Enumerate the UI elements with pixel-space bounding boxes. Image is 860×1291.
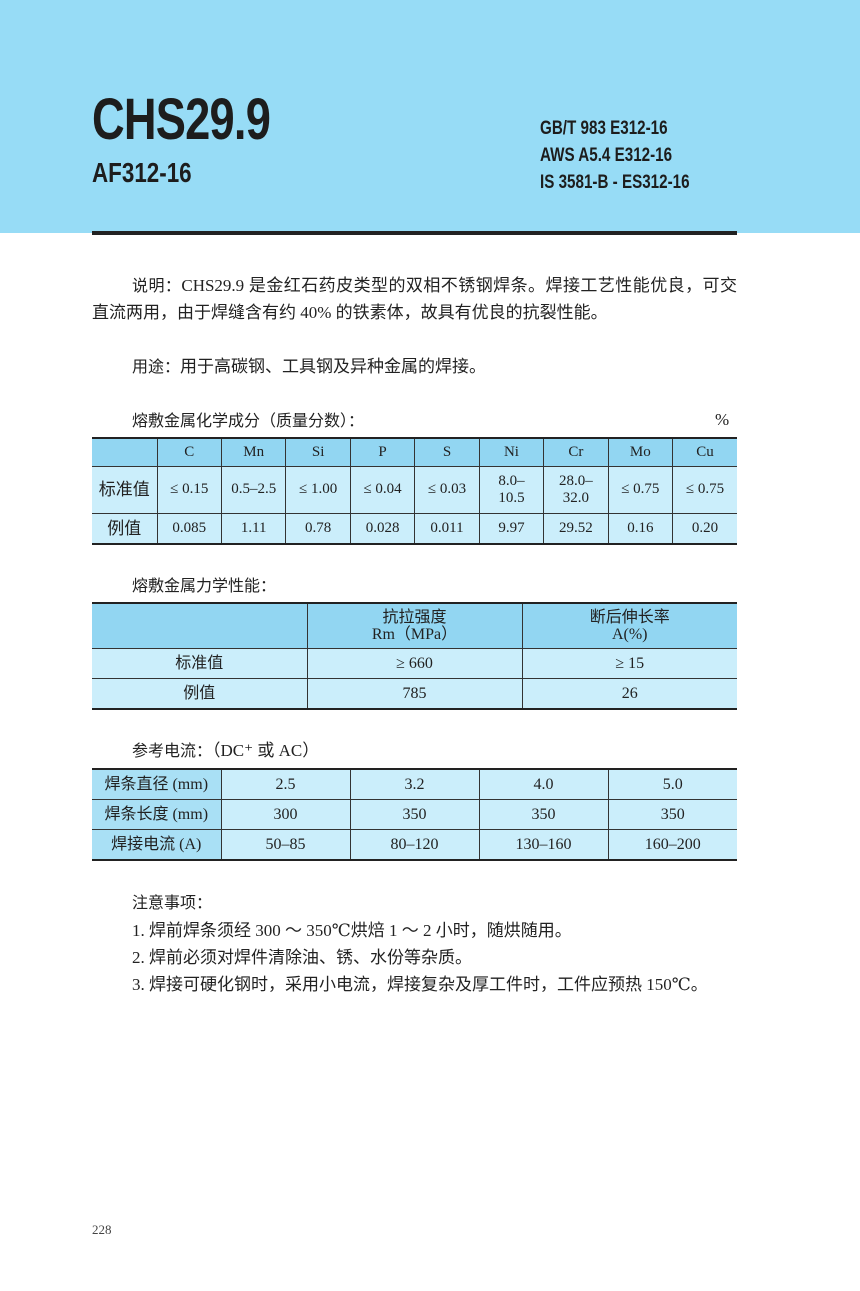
header-cell [92, 437, 158, 467]
table-row: 焊条直径 (mm) 2.5 3.2 4.0 5.0 [92, 768, 737, 800]
table-header-row: C Mn Si P S Ni Cr Mo Cu [92, 437, 737, 467]
usage: 用途：用于高碳钢、工具钢及异种金属的焊接。 [92, 353, 737, 380]
current-note: （DC⁺ 或 AC） [212, 741, 320, 760]
cell: 0.5–2.5 [220, 465, 287, 514]
cell: 50–85 [220, 828, 351, 861]
standard: GB/T 983 E312-16 [540, 118, 668, 139]
cell: 0.011 [414, 512, 480, 545]
current-title: 参考电流： [132, 741, 213, 760]
standard: AWS A5.4 E312-16 [540, 145, 673, 166]
header-cell: C [156, 437, 222, 467]
cell: 8.0– 10.5 [478, 465, 545, 514]
cell: 160–200 [607, 828, 737, 861]
cell: 350 [349, 798, 480, 830]
cell: ≤ 0.15 [156, 465, 222, 514]
cell: ≤ 0.75 [672, 465, 737, 514]
header-cell: Si [285, 437, 351, 467]
header-cell: 断后伸长率 A(%) [521, 602, 737, 649]
row-label: 焊条直径 (mm) [92, 768, 222, 800]
cell: 2.5 [220, 768, 351, 800]
product-title: CHS29.9 [92, 87, 271, 152]
cell: ≤ 0.04 [349, 465, 416, 514]
description-label: 说明： [132, 276, 182, 295]
row-label: 焊条长度 (mm) [92, 798, 222, 830]
cell: 350 [607, 798, 737, 830]
header-cell: 抗拉强度 Rm（MPa） [306, 602, 523, 649]
row-label: 标准值 [92, 465, 158, 514]
table-row: 焊接电流 (A) 50–85 80–120 130–160 160–200 [92, 828, 737, 861]
row-label: 焊接电流 (A) [92, 828, 222, 861]
cell: ≤ 0.75 [607, 465, 674, 514]
table-row: 焊条长度 (mm) 300 350 350 350 [92, 798, 737, 830]
table-row: 例值 785 26 [92, 677, 737, 710]
header-cell: Cr [543, 437, 609, 467]
cell: 28.0– 32.0 [543, 465, 609, 514]
cell: 0.16 [607, 512, 674, 545]
note-item: 3. 焊接可硬化钢时，采用小电流，焊接复杂及厚工件时，工件应预热 150℃。 [132, 975, 708, 994]
header-cell: P [349, 437, 416, 467]
table-row: 标准值 ≤ 0.15 0.5–2.5 ≤ 1.00 ≤ 0.04 ≤ 0.03 8.0– 1… [92, 465, 737, 514]
cell: 1.11 [220, 512, 287, 545]
cell: 4.0 [478, 768, 609, 800]
header-cell: S [414, 437, 480, 467]
mechanical-title: 熔敷金属力学性能： [132, 576, 277, 595]
cell: 0.20 [672, 512, 737, 545]
table-header-row: 抗拉强度 Rm（MPa） 断后伸长率 A(%) [92, 602, 737, 649]
table-row: 例值 0.085 1.11 0.78 0.028 0.011 9.97 29.52 0.16 0.… [92, 512, 737, 545]
header-cell: Cu [672, 437, 737, 467]
product-subtitle: AF312-16 [92, 157, 192, 188]
header-rule [92, 231, 737, 235]
row-label: 标准值 [92, 647, 308, 679]
cell: 80–120 [349, 828, 480, 861]
header-cell: Mo [607, 437, 674, 467]
cell: ≤ 1.00 [285, 465, 351, 514]
current-table: 焊条直径 (mm) 2.5 3.2 4.0 5.0 焊条长度 (mm) 300 350 350… [92, 768, 737, 861]
header-cell: Mn [220, 437, 287, 467]
description-text: CHS29.9 是金红石药皮类型的双相不锈钢焊条。焊接工艺性能优良，可交直流两用… [92, 276, 737, 322]
cell: 350 [478, 798, 609, 830]
usage-text: 用于高碳钢、工具钢及异种金属的焊接。 [180, 357, 487, 376]
note-item: 1. 焊前焊条须经 300 ～ 350℃烘焙 1 ～ 2 小时，随烘随用。 [132, 921, 572, 940]
cell: 3.2 [349, 768, 480, 800]
cell: 130–160 [478, 828, 609, 861]
cell: 5.0 [607, 768, 737, 800]
cell: ≥ 660 [306, 647, 523, 679]
notes-title: 注意事项： [132, 893, 213, 912]
cell: 0.028 [349, 512, 416, 545]
chemistry-unit: % [715, 410, 730, 429]
header-banner [0, 0, 860, 233]
table-row: 标准值 ≥ 660 ≥ 15 [92, 647, 737, 679]
cell: 26 [521, 677, 737, 710]
row-label: 例值 [92, 512, 158, 545]
page-number: 228 [92, 1222, 112, 1237]
note-item: 2. 焊前必须对焊件清除油、锈、水份等杂质。 [132, 948, 472, 967]
cell: 300 [220, 798, 351, 830]
standard: IS 3581-B - ES312-16 [540, 172, 690, 193]
current-title-line: 参考电流：（DC⁺ 或 AC） [132, 740, 319, 762]
header-cell: Ni [478, 437, 545, 467]
usage-label: 用途： [132, 357, 181, 376]
chemistry-title: 熔敷金属化学成分（质量分数）： [132, 411, 365, 430]
cell: 9.97 [478, 512, 545, 545]
standards-list: GB/T 983 E312-16 AWS A5.4 E312-16 IS 358… [540, 115, 690, 196]
cell: ≤ 0.03 [414, 465, 480, 514]
cell: 0.78 [285, 512, 351, 545]
mechanical-table: 抗拉强度 Rm（MPa） 断后伸长率 A(%) 标准值 ≥ 660 ≥ 15 例值 78… [92, 602, 737, 710]
cell: 0.085 [156, 512, 222, 545]
cell: ≥ 15 [521, 647, 737, 679]
header-cell [92, 602, 308, 649]
description: 说明：CHS29.9 是金红石药皮类型的双相不锈钢焊条。焊接工艺性能优良，可交直… [92, 272, 737, 326]
cell: 785 [306, 677, 523, 710]
chemistry-table: C Mn Si P S Ni Cr Mo Cu 标准值 ≤ 0.15 0.5–2.5 ≤ 1.00 ≤ … [92, 437, 737, 545]
cell: 29.52 [543, 512, 609, 545]
row-label: 例值 [92, 677, 308, 710]
